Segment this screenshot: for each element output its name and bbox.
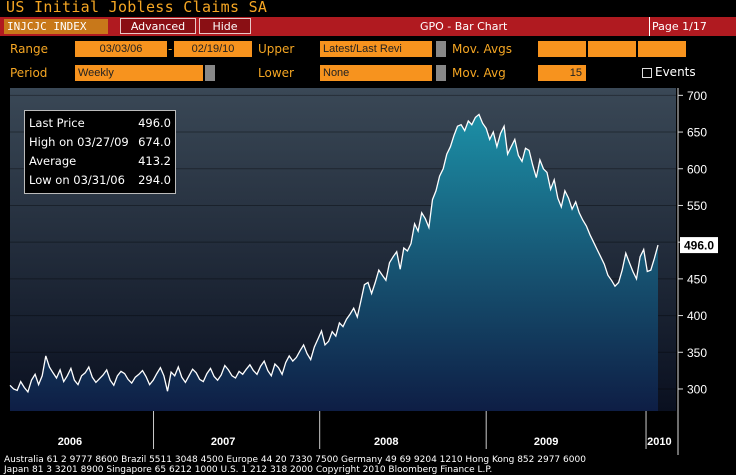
- lower-field[interactable]: None: [320, 65, 432, 81]
- upper-label: Upper: [258, 42, 295, 56]
- window-title: US Initial Jobless Claims SA: [6, 0, 268, 16]
- mov-avg-value-field[interactable]: 15: [538, 65, 586, 81]
- chart-area: 300 350 400 450 550 600 650 700 2006 2007 2008 200…: [0, 86, 736, 475]
- x-tick-label: 2008: [374, 436, 398, 448]
- x-axis: 2006 2007 2008 2009 2010: [10, 411, 676, 451]
- upper-field[interactable]: Latest/Last Revi: [320, 41, 432, 57]
- lower-dropdown[interactable]: [436, 65, 446, 81]
- ticker-field[interactable]: INJCJC INDEX: [4, 19, 108, 34]
- legend-value: 294.0: [138, 173, 171, 187]
- last-value-label: 496.0: [680, 237, 718, 254]
- y-tick-label: 600: [687, 162, 707, 176]
- series-area: [10, 114, 658, 412]
- legend-row: High on 03/27/09 674.0: [29, 133, 171, 152]
- x-tick-label: 2007: [211, 436, 235, 448]
- x-axis-band: [10, 411, 676, 451]
- mov-avg-field-2[interactable]: [588, 41, 636, 57]
- upper-dropdown[interactable]: [436, 41, 446, 57]
- page-indicator: Page 1/17: [652, 20, 707, 33]
- range-end-field[interactable]: 02/19/10: [174, 41, 252, 57]
- legend-row: Average 413.2: [29, 152, 171, 171]
- legend-row: Last Price 496.0: [29, 114, 171, 133]
- legend-value: 496.0: [138, 116, 171, 130]
- legend-label: Low on 03/31/06: [29, 173, 125, 187]
- function-label: GPO - Bar Chart: [420, 20, 508, 33]
- legend-value: 674.0: [138, 135, 171, 149]
- legend-value: 413.2: [138, 154, 171, 168]
- y-tick-label: 350: [687, 346, 707, 360]
- events-label: Events: [655, 65, 696, 79]
- advanced-button[interactable]: Advanced: [120, 18, 196, 34]
- x-tick-label: 2010: [647, 436, 671, 448]
- command-bar: [0, 17, 736, 36]
- footer: Australia 61 2 9777 8600 Brazil 5511 304…: [4, 455, 734, 475]
- y-tick-label: 300: [687, 382, 707, 396]
- y-tick-label: 450: [687, 272, 707, 286]
- y-tick-label: 400: [687, 309, 707, 323]
- legend-row: Low on 03/31/06 294.0: [29, 171, 171, 190]
- period-label: Period: [10, 66, 48, 80]
- y-tick-label: 650: [687, 126, 707, 140]
- footer-line-2: Japan 81 3 3201 8900 Singapore 65 6212 1…: [4, 465, 493, 475]
- legend-label: Average: [29, 154, 77, 168]
- events-checkbox[interactable]: [642, 68, 652, 78]
- mov-avg-field-3[interactable]: [638, 41, 686, 57]
- series-line: [9, 113, 659, 394]
- hide-button[interactable]: Hide: [199, 18, 251, 34]
- mov-avg-field-1[interactable]: [538, 41, 586, 57]
- range-label: Range: [10, 42, 49, 56]
- lower-label: Lower: [258, 66, 294, 80]
- y-tick-label: 700: [687, 89, 707, 103]
- legend-label: High on 03/27/09: [29, 135, 129, 149]
- y-axis: 300 350 400 450 550 600 650 700: [677, 88, 707, 455]
- legend-label: Last Price: [29, 116, 85, 130]
- range-separator: -: [168, 42, 173, 56]
- stats-legend: Last Price 496.0 High on 03/27/09 674.0 Av…: [24, 110, 176, 194]
- mov-avgs-label: Mov. Avgs: [452, 42, 512, 56]
- x-tick-label: 2009: [534, 436, 558, 448]
- period-dropdown[interactable]: [205, 65, 215, 81]
- x-tick-label: 2006: [58, 436, 82, 448]
- footer-line-1: Australia 61 2 9777 8600 Brazil 5511 304…: [4, 455, 586, 465]
- mov-avg-label: Mov. Avg: [452, 66, 506, 80]
- last-value-text: 496.0: [684, 239, 714, 253]
- period-field[interactable]: Weekly: [75, 65, 203, 81]
- last-value-box: [680, 237, 718, 254]
- page-divider: [649, 17, 650, 36]
- y-tick-label: 550: [687, 199, 707, 213]
- range-start-field[interactable]: 03/03/06: [75, 41, 167, 57]
